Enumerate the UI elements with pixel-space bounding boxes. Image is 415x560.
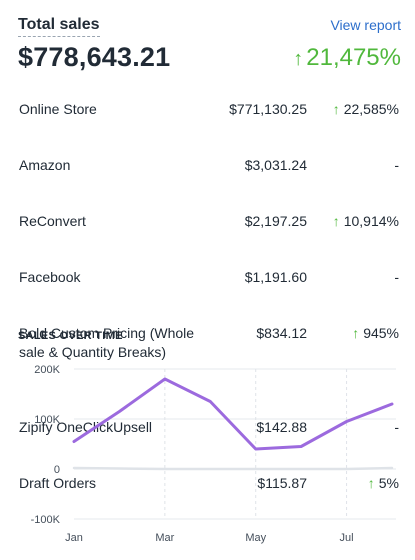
channel-amount: $771,130.25: [229, 101, 307, 117]
table-row: Amazon $3,031.24 -: [18, 156, 401, 184]
table-row: Bold Custom Pricing (Whole sale & Quanti…: [18, 324, 401, 371]
sales-over-time-chart: 200K 100K 0 -100K Jan Mar May Jul: [31, 364, 396, 544]
sales-breakdown-table: Online Store $771,130.25 ↑ 22,585% Amazon…: [18, 100, 401, 491]
arrow-up-icon: ↑: [367, 475, 375, 491]
total-sales-value: $778,643.21: [18, 42, 171, 72]
x-tick-label: Jul: [340, 532, 354, 544]
series-line-comparison: [72, 466, 394, 471]
change-value: 945%: [363, 325, 399, 341]
x-tick-label: May: [245, 532, 266, 544]
card-title: Total sales: [18, 16, 100, 37]
table-row: Draft Orders $115.87 ↑ 5%: [18, 474, 401, 502]
chart-section-title: SALES OVER TIME: [18, 330, 123, 342]
channel-change: -: [394, 268, 399, 287]
change-value: 5%: [378, 475, 399, 491]
channel-name: Zipify OneClickUpsell: [19, 419, 153, 435]
change-value: 10,914%: [343, 213, 399, 229]
channel-name: Bold Custom Pricing (Whole sale & Quanti…: [19, 325, 195, 360]
change-value: -: [394, 419, 399, 435]
y-tick-label: 0: [54, 464, 60, 476]
channel-change: ↑ 5%: [368, 474, 399, 493]
arrow-up-icon: ↑: [332, 101, 340, 117]
table-row: Zipify OneClickUpsell $142.88 -: [18, 418, 401, 446]
channel-amount: $3,031.24: [244, 157, 307, 173]
arrow-up-icon: ↑: [332, 213, 340, 229]
channel-amount: $834.12: [256, 325, 307, 341]
channel-name: Amazon: [19, 157, 71, 173]
y-tick-label: -100K: [31, 514, 61, 526]
channel-name: Draft Orders: [19, 475, 97, 491]
channel-name: ReConvert: [19, 213, 86, 229]
channel-change: -: [394, 156, 399, 175]
total-summary: $778,643.21 ↑ 21,475%: [18, 42, 401, 78]
arrow-up-icon: ↑: [293, 48, 304, 70]
table-row: ReConvert $2,197.25 ↑ 10,914%: [18, 212, 401, 240]
view-report-link[interactable]: View report: [330, 17, 401, 33]
card-header: Total sales View report: [18, 16, 401, 38]
channel-name: Online Store: [19, 101, 97, 117]
series-line-sales: [72, 377, 394, 451]
channel-change: -: [394, 418, 399, 437]
arrow-up-icon: ↑: [352, 325, 360, 341]
y-tick-label: 200K: [34, 364, 60, 376]
y-tick-label: 100K: [34, 414, 60, 426]
change-value: -: [394, 269, 399, 285]
channel-amount: $2,197.25: [244, 213, 307, 229]
table-row: Facebook $1,191.60 -: [18, 268, 401, 296]
channel-amount: $142.88: [256, 419, 307, 435]
channel-change: ↑ 10,914%: [333, 212, 399, 231]
channel-amount: $1,191.60: [244, 269, 307, 285]
total-change-value: 21,475%: [306, 44, 401, 71]
channel-change: ↑ 945%: [352, 324, 399, 343]
x-tick-label: Jan: [65, 532, 83, 544]
change-value: 22,585%: [343, 101, 399, 117]
x-tick-label: Mar: [155, 532, 174, 544]
channel-change: ↑ 22,585%: [333, 100, 399, 119]
change-value: -: [394, 157, 399, 173]
channel-name: Facebook: [19, 269, 81, 285]
total-change: ↑ 21,475%: [293, 44, 401, 72]
table-row: Online Store $771,130.25 ↑ 22,585%: [18, 100, 401, 128]
channel-amount: $115.87: [257, 475, 307, 491]
